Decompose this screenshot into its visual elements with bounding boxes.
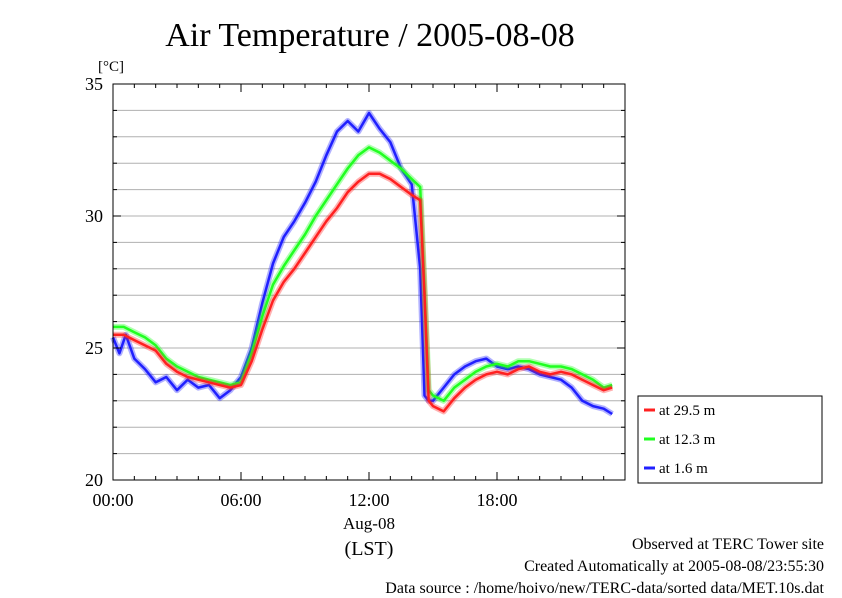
y-tick-label: 30 xyxy=(85,206,103,226)
x-tick-label: 12:00 xyxy=(348,490,389,510)
y-tick-label: 35 xyxy=(85,74,103,94)
series-line xyxy=(113,172,613,413)
y-tick-label: 20 xyxy=(85,470,103,490)
footer-created-note: Created Automatically at 2005-08-08/23:5… xyxy=(524,558,824,575)
plot-frame xyxy=(112,83,626,481)
legend: at 29.5 m at 12.3 m at 1.6 m xyxy=(637,395,823,484)
legend-label: at 12.3 m xyxy=(659,432,716,448)
series-lines xyxy=(110,110,614,417)
legend-label: at 1.6 m xyxy=(659,461,708,477)
x-axis-date-label: Aug-08 xyxy=(343,514,395,533)
x-tick-label: 18:00 xyxy=(476,490,517,510)
x-tick-label: 00:00 xyxy=(92,490,133,510)
chart-title: Air Temperature / 2005-08-08 xyxy=(165,17,575,54)
footer-site-note: Observed at TERC Tower site xyxy=(631,536,824,553)
axis-ticks: 20 25 30 35 00:00 06:00 12:00 18:00 xyxy=(85,74,626,510)
footer-data-source: Data source : /home/hoivo/new/TERC-data/… xyxy=(385,580,824,597)
legend-box xyxy=(637,395,823,484)
x-axis-timezone-label: (LST) xyxy=(345,538,394,560)
x-tick-label: 06:00 xyxy=(220,490,261,510)
gridlines xyxy=(113,109,625,455)
legend-label: at 29.5 m xyxy=(659,403,716,419)
y-tick-label: 25 xyxy=(85,338,103,358)
y-axis-unit-label: [°C] xyxy=(98,59,124,75)
series-line xyxy=(113,146,613,403)
